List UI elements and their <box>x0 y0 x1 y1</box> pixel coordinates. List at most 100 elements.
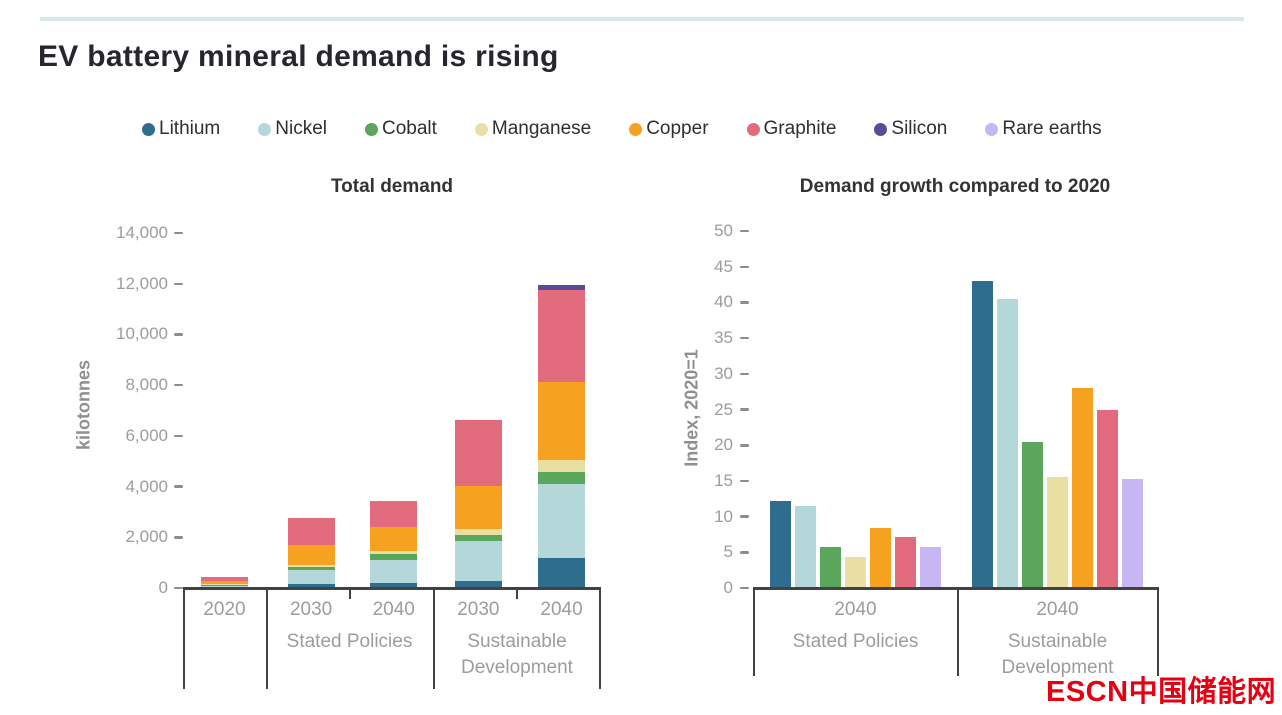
bar-segment-copper <box>201 581 248 585</box>
watermark-escn-logo: ESCN中国储能网 <box>1046 676 1277 708</box>
x-axis-minor-tick <box>516 587 518 599</box>
bar-cobalt <box>1022 441 1043 588</box>
legend-item-graphite: Graphite <box>746 118 837 140</box>
x-axis-line <box>183 587 601 590</box>
x-axis-line <box>753 587 1159 590</box>
y-tick-label: 0 <box>723 578 733 597</box>
legend-item-nickel: Nickel <box>258 118 327 140</box>
legend-item-copper: Copper <box>629 118 709 140</box>
legend-item-label: Rare earths <box>1002 118 1102 139</box>
y-tick-label: 2,000 <box>125 527 168 547</box>
bar-segment-graphite <box>454 420 502 486</box>
y-tick-mark <box>740 301 749 304</box>
bar-segment-copper <box>454 485 502 529</box>
x-group-label-sustainable-development: Sustainable Development <box>461 631 573 678</box>
x-axis-group-divider <box>266 587 268 689</box>
y-tick-label: 6,000 <box>125 425 168 445</box>
bar-segment-copper <box>287 544 335 565</box>
y-tick-label: 20 <box>714 435 733 455</box>
legend-item-label: Cobalt <box>381 118 437 139</box>
y-tick-mark <box>174 536 183 539</box>
y-tick-label: 45 <box>714 256 733 276</box>
bar-segment-lithium <box>454 580 502 588</box>
y-tick-label: 40 <box>714 292 733 312</box>
bar-segment-manganese <box>538 460 586 473</box>
y-tick-label: 4,000 <box>125 476 168 496</box>
x-tick-label-year: 2040 <box>372 599 415 620</box>
y-tick-label: 12,000 <box>116 273 168 293</box>
x-tick-label-year: 2020 <box>203 599 246 620</box>
x-axis-group-divider <box>599 587 601 689</box>
y-tick-label: 10,000 <box>116 324 168 344</box>
chart-title-demand-growth: Demand growth compared to 2020 <box>799 176 1111 197</box>
legend-item-silicon: Silicon <box>874 118 947 140</box>
bar-graphite <box>1097 409 1118 588</box>
y-tick-label: 50 <box>714 221 733 240</box>
x-axis-minor-tick <box>348 587 351 599</box>
y-tick-mark <box>740 551 749 554</box>
y-tick-mark <box>740 515 749 518</box>
bar-lithium <box>972 280 993 588</box>
legend-item-label: Copper <box>646 118 709 139</box>
bar-cobalt <box>820 546 841 588</box>
y-tick-mark <box>740 479 749 483</box>
legend-item-cobalt: Cobalt <box>364 118 437 140</box>
graphite-swatch <box>746 122 760 136</box>
bar-segment-cobalt <box>201 584 248 586</box>
y-tick-label: 25 <box>714 399 733 419</box>
y-tick-mark <box>740 265 749 268</box>
bar-segment-cobalt <box>454 534 502 541</box>
y-tick-label: 14,000 <box>116 223 168 242</box>
bar-copper <box>1072 388 1093 588</box>
y-tick-mark <box>174 231 183 235</box>
cobalt-swatch <box>364 122 378 136</box>
x-axis-group-divider <box>753 587 755 676</box>
bar-segment-manganese <box>370 550 418 555</box>
x-tick-label-year: 2030 <box>289 599 333 620</box>
legend-item-label: Nickel <box>275 118 327 139</box>
bar-segment-graphite <box>538 289 586 382</box>
bar-segment-manganese <box>454 528 502 535</box>
bar-segment-nickel <box>201 585 248 588</box>
x-tick-label-year: 2040 <box>540 599 583 620</box>
y-tick-mark <box>174 282 183 285</box>
legend-item-label: Graphite <box>763 118 837 139</box>
y-tick-mark <box>174 434 183 438</box>
bar-rare-earths <box>920 546 941 588</box>
x-group-label-sustainable-development: Sustainable Development <box>1001 631 1114 678</box>
bar-segment-manganese <box>287 564 335 567</box>
bar-rare-earths <box>1122 478 1143 588</box>
bar-segment-graphite <box>287 518 335 545</box>
bar-segment-graphite <box>201 576 248 582</box>
y-tick-mark <box>740 444 749 447</box>
bar-nickel <box>997 298 1018 588</box>
nickel-swatch <box>258 122 272 136</box>
y-tick-mark <box>740 408 749 411</box>
x-group-label-stated-policies: Stated Policies <box>286 631 413 652</box>
chart-title-total-demand: Total demand <box>330 176 454 197</box>
legend: Lithium Nickel Cobalt Manganese Copper Graphi… <box>142 118 1102 140</box>
x-axis-group-divider <box>433 587 435 689</box>
bar-segment-lithium <box>538 557 586 588</box>
x-axis-group-divider <box>957 587 959 676</box>
x-tick-label-year: 2030 <box>457 599 500 620</box>
bar-segment-nickel <box>370 559 418 583</box>
bar-nickel <box>795 505 816 588</box>
y-tick-mark <box>174 333 183 336</box>
manganese-swatch <box>474 122 488 136</box>
y-tick-mark <box>174 485 183 488</box>
bar-lithium <box>770 500 791 588</box>
bar-graphite <box>895 537 916 588</box>
bar-segment-copper <box>538 381 586 461</box>
y-tick-label: 30 <box>714 363 733 383</box>
lithium-swatch <box>142 122 155 136</box>
x-axis-group-divider <box>183 587 185 689</box>
x-axis-group-divider <box>1157 587 1159 676</box>
y-tick-mark <box>740 372 749 376</box>
y-tick-mark <box>174 586 183 590</box>
legend-item-label: Manganese <box>491 118 592 139</box>
bar-segment-cobalt <box>538 472 586 484</box>
y-tick-mark <box>174 383 183 387</box>
y-tick-mark <box>740 586 749 590</box>
